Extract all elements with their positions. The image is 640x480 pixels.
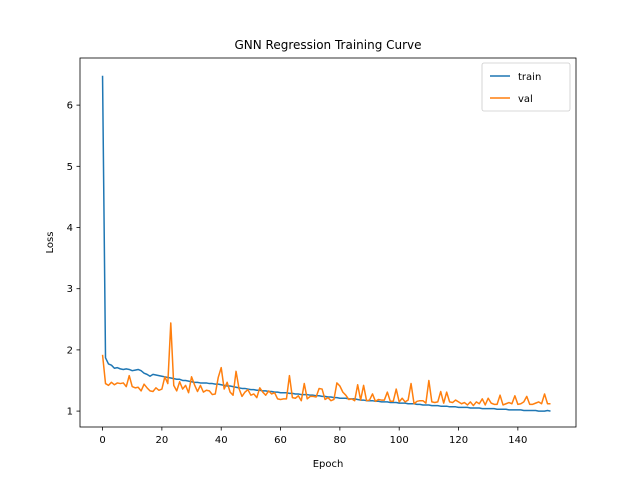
y-tick-label: 6: [67, 101, 73, 112]
x-tick-label: 40: [215, 435, 228, 446]
y-tick-label: 2: [67, 345, 73, 356]
y-tick-label: 1: [67, 407, 73, 418]
x-axis-ticks: 0 20 40 60 80 100 120 140: [99, 427, 527, 446]
x-tick-label: 80: [333, 435, 346, 446]
x-tick-label: 20: [156, 435, 169, 446]
x-tick-label: 0: [99, 435, 105, 446]
plot-area: [101, 75, 551, 412]
x-tick-label: 140: [508, 435, 527, 446]
y-tick-label: 4: [67, 223, 73, 234]
y-axis-label: Loss: [45, 232, 56, 254]
axes-frame: [79, 57, 577, 428]
series-line-train: [101, 75, 551, 412]
x-axis-label: Epoch: [313, 459, 344, 470]
x-tick-label: 100: [390, 435, 409, 446]
x-tick-label: 60: [274, 435, 287, 446]
chart-title: GNN Regression Training Curve: [234, 38, 421, 52]
y-axis-ticks: 1 2 3 4 5 6: [67, 101, 80, 418]
y-tick-label: 3: [67, 284, 73, 295]
y-tick-label: 5: [67, 162, 73, 173]
series-line-val: [101, 322, 551, 407]
legend: train val: [481, 62, 571, 112]
legend-label-val: val: [518, 94, 533, 105]
legend-box: [481, 62, 571, 112]
x-tick-label: 120: [449, 435, 468, 446]
legend-label-train: train: [518, 72, 541, 83]
